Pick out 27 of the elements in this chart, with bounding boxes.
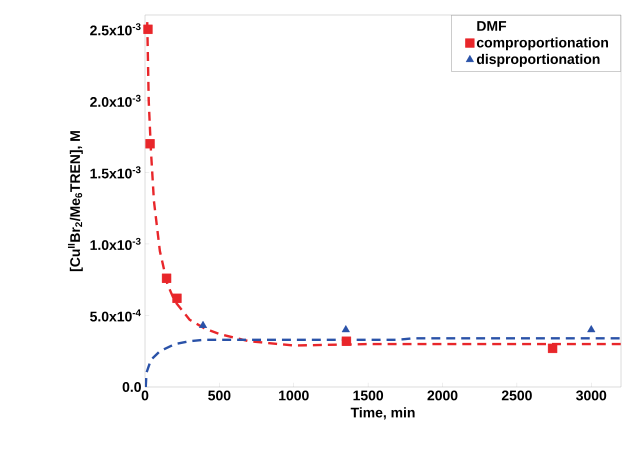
point	[198, 320, 208, 328]
x-tick-label: 500	[208, 390, 230, 400]
point	[548, 344, 558, 354]
y-tick-label: 1.0x10$^{-3}$	[90, 238, 141, 250]
point	[143, 24, 153, 34]
x-tick-label: 2500	[502, 390, 532, 400]
y-tick-label: 2.0x10$^{-3}$	[90, 94, 141, 107]
y-tick-label: 1.5x10$^{-3}$	[90, 166, 141, 178]
x-tick-label: 1000	[279, 390, 309, 400]
point	[587, 325, 596, 332]
y-tick-label: 0.0	[122, 382, 141, 392]
y-tick-label: 5.0x10$^{-4}$	[90, 309, 141, 322]
x-tick-label: 2000	[427, 390, 458, 400]
x-tick-label: 0	[142, 390, 148, 400]
x-tick-label: 3000	[576, 390, 606, 400]
legend-title: DMF	[477, 21, 506, 31]
point	[172, 294, 182, 303]
legend-label: disproportionation	[476, 54, 600, 67]
point	[145, 139, 155, 148]
point	[342, 325, 350, 332]
x-tick-label: 1500	[353, 390, 384, 400]
point	[342, 336, 352, 346]
legend-label: comproportionation	[476, 37, 608, 50]
x-axis-title: Time, min	[350, 407, 415, 420]
y-axis-title: [Cu$^{II}$Br$_{2}$/Me$_{6}$TREN], M	[68, 131, 83, 272]
y-tick-label: 2.5x10$^{-3}$	[90, 23, 141, 36]
point	[162, 274, 172, 283]
